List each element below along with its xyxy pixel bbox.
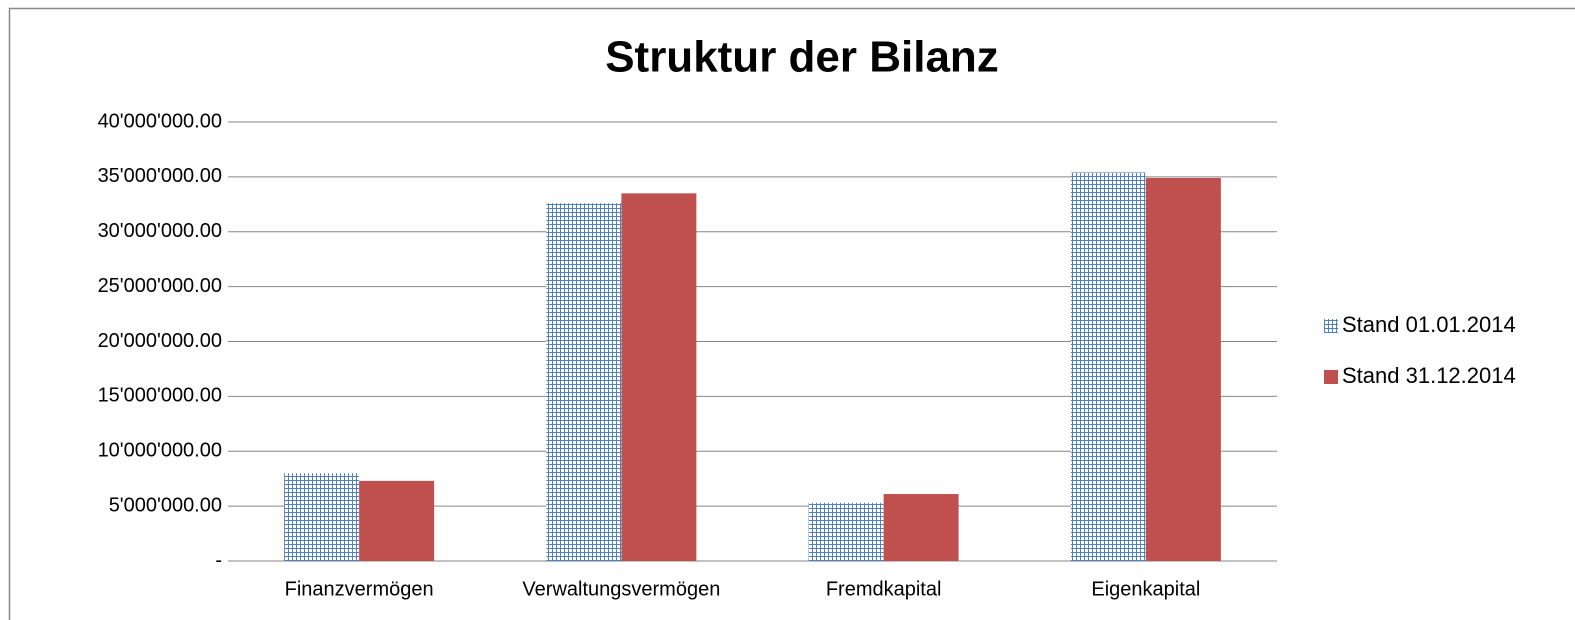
legend-label: Stand 31.12.2014 — [1342, 363, 1516, 388]
y-tick-label: 10'000'000.00 — [98, 440, 222, 462]
bar — [546, 203, 622, 561]
bar — [1145, 177, 1221, 561]
y-tick-label: 40'000'000.00 — [98, 110, 222, 132]
y-tick-label: 30'000'000.00 — [98, 220, 222, 242]
bar — [359, 480, 435, 561]
bar — [808, 502, 884, 561]
y-tick-label: 5'000'000.00 — [109, 494, 222, 516]
y-tick-label: - — [215, 549, 222, 571]
bar — [1070, 172, 1146, 562]
x-tick-label: Fremdkapital — [826, 578, 942, 600]
y-tick-label: 20'000'000.00 — [98, 330, 222, 352]
chart-title: Struktur der Bilanz — [605, 33, 999, 82]
legend-marker — [1324, 319, 1338, 333]
legend-label: Stand 01.01.2014 — [1342, 312, 1516, 337]
bar — [883, 494, 959, 561]
y-tick-label: 25'000'000.00 — [98, 275, 222, 297]
y-tick-label: 35'000'000.00 — [98, 165, 222, 187]
x-tick-label: Finanzvermögen — [285, 578, 434, 600]
x-tick-label: Verwaltungsvermögen — [522, 578, 720, 600]
bar — [284, 473, 360, 561]
x-tick-label: Eigenkapital — [1091, 578, 1200, 600]
bar — [621, 193, 697, 561]
legend-marker — [1324, 370, 1338, 384]
y-tick-label: 15'000'000.00 — [98, 385, 222, 407]
